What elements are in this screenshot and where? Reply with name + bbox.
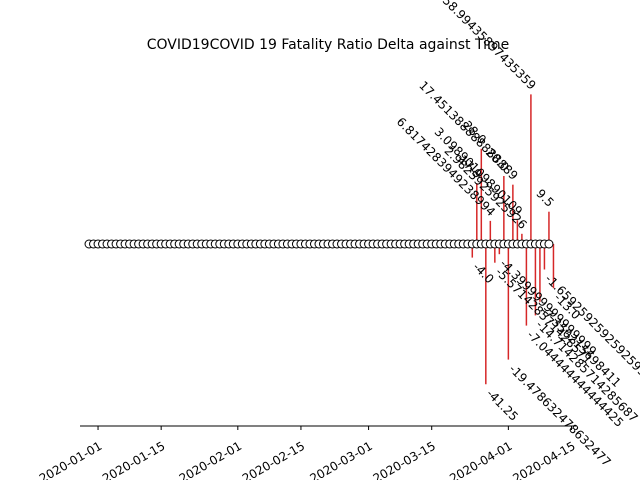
- zero-markers: [84, 239, 554, 249]
- x-tick-label: 2020-03-15: [371, 439, 438, 480]
- data-label: -4.0: [470, 260, 496, 286]
- data-label: 9.5: [533, 186, 556, 209]
- x-tick-label: 2020-01-15: [100, 439, 167, 480]
- chart-title: COVID19COVID 19 Fatality Ratio Delta aga…: [147, 37, 510, 53]
- x-tick-label: 2020-04-01: [447, 439, 514, 480]
- x-tick-label: 2020-04-15: [510, 439, 577, 480]
- x-tick-label: 2020-02-15: [240, 439, 307, 480]
- data-labels: -4.017.928.0-41.256.8174283949238994-5.5…: [394, 0, 640, 469]
- x-tick-label: 2020-01-01: [37, 439, 104, 480]
- zero-marker: [544, 239, 554, 249]
- x-tick-label: 2020-03-01: [307, 439, 374, 480]
- x-tick-label: 2020-02-01: [177, 439, 244, 480]
- data-label: -41.25: [484, 386, 521, 423]
- stem-lines: [471, 94, 555, 385]
